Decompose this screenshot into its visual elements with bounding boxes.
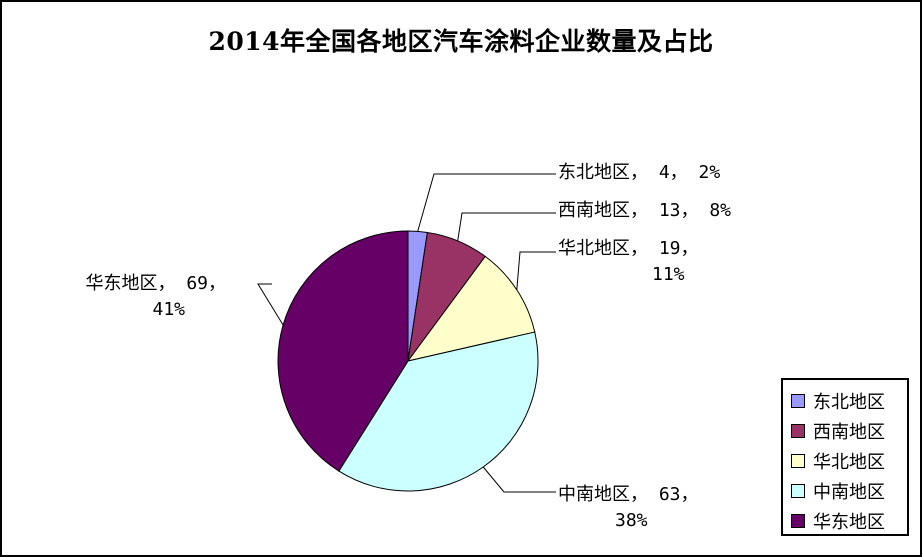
- leader-line-huadong: [257, 283, 284, 326]
- data-label-dongbei: 东北地区， 4， 2%: [558, 162, 720, 183]
- legend-swatch-xinan: [791, 424, 805, 438]
- legend-item-zhongnan: 中南地区: [791, 476, 907, 506]
- legend-swatch-zhongnan: [791, 484, 805, 498]
- legend-item-huadong: 华东地区: [791, 506, 907, 536]
- legend-label-xinan: 西南地区: [813, 422, 885, 443]
- legend: 东北地区 西南地区 华北地区 中南地区 华东地区: [781, 378, 909, 536]
- data-label-huabei: 华北地区， 19，: [558, 238, 699, 259]
- leader-line-zhongnan: [482, 466, 556, 493]
- legend-swatch-huabei: [791, 454, 805, 468]
- legend-label-huabei: 华北地区: [813, 452, 885, 473]
- legend-label-dongbei: 东北地区: [813, 392, 885, 413]
- data-label-xinan: 西南地区， 13， 8%: [558, 200, 731, 221]
- data-label-huabei-line2: 11%: [652, 264, 685, 285]
- legend-item-dongbei: 东北地区: [791, 386, 907, 416]
- legend-label-huadong: 华东地区: [813, 512, 885, 533]
- leader-line-huabei: [516, 251, 556, 290]
- legend-swatch-dongbei: [791, 394, 805, 408]
- data-label-huadong: 华东地区， 69，: [85, 273, 226, 294]
- legend-item-huabei: 华北地区: [791, 446, 907, 476]
- pie-slice-huadong: [277, 230, 409, 472]
- data-label-zhongnan: 中南地区， 63，: [558, 484, 699, 505]
- data-label-zhongnan-line2: 38%: [615, 510, 648, 531]
- leader-line-xinan: [457, 212, 556, 241]
- data-label-huadong-line2: 41%: [152, 299, 185, 320]
- legend-label-zhongnan: 中南地区: [813, 482, 885, 503]
- legend-item-xinan: 西南地区: [791, 416, 907, 446]
- leader-line-dongbei: [417, 173, 556, 232]
- chart-title: 2014年全国各地区汽车涂料企业数量及占比: [208, 27, 714, 56]
- pie-slice-zhongnan: [338, 331, 539, 492]
- legend-swatch-huadong: [791, 514, 805, 528]
